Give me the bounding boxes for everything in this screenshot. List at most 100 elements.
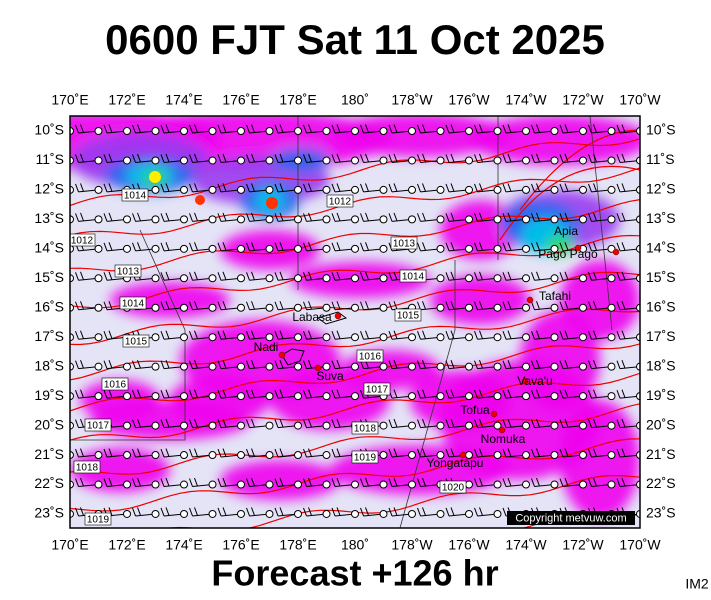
lat-label-right: 20˚S [646,416,676,432]
lon-label-top: 178˚E [279,92,316,108]
wind-station [94,333,103,342]
wind-station [180,362,188,371]
wind-station [94,215,103,224]
wind-station [579,480,587,489]
lat-label-left: 17˚S [34,328,64,344]
wind-station [579,421,587,430]
isobar-label: 1013 [117,267,140,278]
precip-core [149,171,161,183]
lon-label-top: 174˚E [165,92,202,108]
isobar-label-box: 1017 [84,418,112,432]
wind-station [351,480,359,489]
precip-blob [220,460,340,500]
isobar-label-box: 1020 [439,480,467,494]
wind-station [493,421,502,430]
place-dot [498,426,506,434]
isobar-label: 1017 [87,421,110,432]
isobar [70,372,640,441]
wind-station [94,244,103,253]
wind-station [237,509,245,518]
wind-station [351,362,359,371]
wind-station [123,451,131,460]
isobar-label-box: 1019 [351,450,379,464]
wind-station [123,480,131,489]
wind-station [322,185,331,194]
wind-station [493,185,502,194]
wind-station [436,274,445,283]
wind-station [465,244,473,253]
wind-station [322,156,331,165]
wind-station [265,509,274,518]
wind-station [408,185,416,194]
isobar-label-box: 1015 [394,308,422,322]
isobar-label: 1014 [402,272,425,283]
wind-station [550,421,559,430]
wind-station [180,392,188,401]
wind-station [408,509,416,518]
wind-station [493,156,502,165]
wind-station [151,421,160,430]
wind-station [550,303,559,312]
lon-label-bottom: 174˚E [165,537,202,553]
wind-station [237,480,245,489]
wind-station [607,451,616,460]
wind-station [94,303,103,312]
isobar [70,308,640,381]
wind-station [636,127,640,135]
wind-station [180,156,188,165]
wind-station [607,392,616,401]
wind-station [123,421,131,430]
lat-label-left: 11˚S [35,151,64,167]
isobar-label-box: 1018 [351,421,379,435]
forecast-label: Forecast +126 hr [211,553,498,594]
wind-station [322,362,331,371]
wind-station [123,156,131,165]
wind-station [237,215,245,224]
wind-station [180,480,188,489]
wind-station [265,421,274,430]
wind-station [237,127,245,135]
wind-station [265,274,274,283]
isobar-label-bg [84,418,112,432]
wind-station [465,215,473,224]
isobar-label-box: 1016 [356,349,384,363]
lon-label-top: 180˚ [341,92,369,108]
place-label: Nomuka [481,432,526,446]
wind-station [322,333,331,342]
wind-station [322,244,331,253]
wind-station [237,451,245,460]
lon-label-bottom: 178˚W [391,537,433,553]
wind-station [151,274,160,283]
wind-station [379,303,388,312]
wind-station [180,451,188,460]
lat-label-left: 15˚S [34,269,64,285]
wind-station [379,244,388,253]
wind-station [493,127,502,135]
place-dot [526,296,534,304]
wind-station [522,421,530,430]
wind-station [70,509,74,518]
isobar-label-box: 1012 [70,233,96,247]
wind-station [522,274,530,283]
precip-blob [410,370,510,430]
wind-station [294,421,302,430]
lon-label-bottom: 170˚W [619,537,661,553]
lat-label-left: 23˚S [34,505,64,521]
wind-station [151,509,160,518]
wind-station [493,303,502,312]
wind-station [550,274,559,283]
wind-station [522,333,530,342]
wind-station [151,392,160,401]
wind-station [607,303,616,312]
lat-label-left: 16˚S [34,298,64,314]
wind-station [550,480,559,489]
wind-station [408,480,416,489]
wind-station [607,421,616,430]
lat-label-right: 14˚S [646,240,676,256]
lon-label-top: 170˚W [619,92,661,108]
wind-station [265,185,274,194]
lon-label-top: 174˚W [505,92,547,108]
title: 0600 FJT Sat 11 Oct 2025 [105,16,605,63]
isobar-label-box: 1017 [363,382,391,396]
